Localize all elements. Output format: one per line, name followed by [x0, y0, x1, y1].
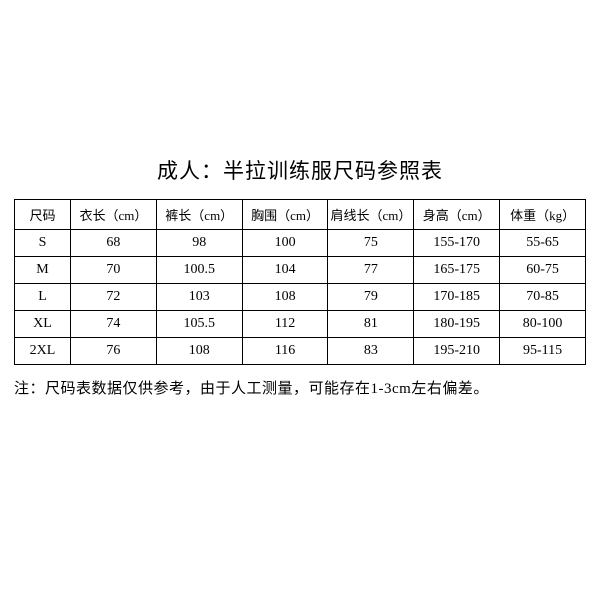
col-pants: 裤长（cm）: [156, 200, 242, 230]
table-header-row: 尺码 衣长（cm） 裤长（cm） 胸围（cm） 肩线长（cm） 身高（cm） 体…: [15, 200, 586, 230]
col-weight: 体重（kg）: [500, 200, 586, 230]
cell: 83: [328, 338, 414, 365]
cell: 60-75: [500, 257, 586, 284]
table-row: S 68 98 100 75 155-170 55-65: [15, 230, 586, 257]
size-table: 尺码 衣长（cm） 裤长（cm） 胸围（cm） 肩线长（cm） 身高（cm） 体…: [14, 199, 586, 365]
cell: 2XL: [15, 338, 71, 365]
cell: 112: [242, 311, 328, 338]
cell: 108: [156, 338, 242, 365]
cell: 116: [242, 338, 328, 365]
col-shoulder: 肩线长（cm）: [328, 200, 414, 230]
cell: 80-100: [500, 311, 586, 338]
table-row: XL 74 105.5 112 81 180-195 80-100: [15, 311, 586, 338]
cell: 55-65: [500, 230, 586, 257]
table-row: 2XL 76 108 116 83 195-210 95-115: [15, 338, 586, 365]
cell: 100.5: [156, 257, 242, 284]
cell: 100: [242, 230, 328, 257]
content-block: 成人：半拉训练服尺码参照表 尺码 衣长（cm） 裤长（cm） 胸围（cm） 肩线…: [14, 155, 586, 398]
cell: 105.5: [156, 311, 242, 338]
cell: 75: [328, 230, 414, 257]
cell: 74: [71, 311, 157, 338]
table-row: M 70 100.5 104 77 165-175 60-75: [15, 257, 586, 284]
cell: 165-175: [414, 257, 500, 284]
cell: 180-195: [414, 311, 500, 338]
cell: S: [15, 230, 71, 257]
cell: XL: [15, 311, 71, 338]
footnote: 注：尺码表数据仅供参考，由于人工测量，可能存在1-3cm左右偏差。: [14, 377, 586, 398]
cell: 103: [156, 284, 242, 311]
col-size: 尺码: [15, 200, 71, 230]
col-height: 身高（cm）: [414, 200, 500, 230]
col-length: 衣长（cm）: [71, 200, 157, 230]
cell: 95-115: [500, 338, 586, 365]
cell: 72: [71, 284, 157, 311]
cell: M: [15, 257, 71, 284]
cell: L: [15, 284, 71, 311]
cell: 79: [328, 284, 414, 311]
cell: 70-85: [500, 284, 586, 311]
cell: 81: [328, 311, 414, 338]
col-chest: 胸围（cm）: [242, 200, 328, 230]
cell: 155-170: [414, 230, 500, 257]
page: 成人：半拉训练服尺码参照表 尺码 衣长（cm） 裤长（cm） 胸围（cm） 肩线…: [0, 0, 600, 600]
table-title: 成人：半拉训练服尺码参照表: [14, 155, 586, 185]
cell: 98: [156, 230, 242, 257]
table-row: L 72 103 108 79 170-185 70-85: [15, 284, 586, 311]
cell: 104: [242, 257, 328, 284]
cell: 195-210: [414, 338, 500, 365]
cell: 68: [71, 230, 157, 257]
cell: 77: [328, 257, 414, 284]
cell: 170-185: [414, 284, 500, 311]
cell: 70: [71, 257, 157, 284]
cell: 76: [71, 338, 157, 365]
cell: 108: [242, 284, 328, 311]
